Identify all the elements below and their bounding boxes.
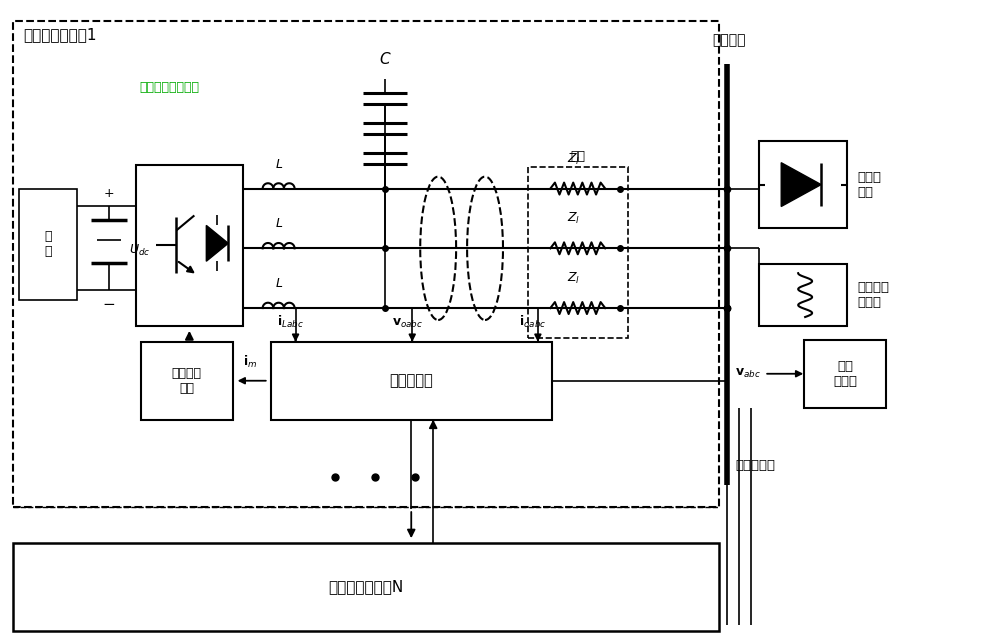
Text: $Z_l$: $Z_l$: [567, 152, 580, 167]
Text: 公共母线: 公共母线: [713, 33, 746, 47]
Text: $U_{dc}$: $U_{dc}$: [129, 242, 150, 258]
Text: $\mathbf{v}_{oabc}$: $\mathbf{v}_{oabc}$: [392, 317, 423, 330]
Text: 集中
控制器: 集中 控制器: [833, 360, 857, 388]
Text: +: +: [104, 186, 114, 200]
Bar: [528, 167, 628, 338]
Text: 馈线: 馈线: [570, 150, 585, 163]
Bar: [271, 342, 552, 420]
Text: 驱动保护
电路: 驱动保护 电路: [172, 367, 202, 395]
Bar: [19, 189, 77, 300]
Text: −: −: [103, 297, 115, 312]
Bar: [13, 543, 719, 630]
Text: $\mathbf{i}_{oabc}$: $\mathbf{i}_{oabc}$: [519, 314, 547, 330]
Bar: [759, 141, 847, 228]
Text: 低带宽通信: 低带宽通信: [735, 459, 775, 472]
Text: $Z_l$: $Z_l$: [567, 271, 580, 286]
Polygon shape: [206, 225, 228, 261]
Text: 分布式发电单元N: 分布式发电单元N: [329, 579, 404, 595]
Text: 非线性
负载: 非线性 负载: [857, 170, 881, 198]
Text: $\mathbf{v}_{abc}$: $\mathbf{v}_{abc}$: [735, 367, 761, 380]
Bar: [141, 342, 233, 420]
Text: $C$: $C$: [379, 51, 392, 67]
Text: $\mathbf{i}_{Labc}$: $\mathbf{i}_{Labc}$: [277, 314, 304, 330]
Bar: [136, 165, 243, 326]
Text: $L$: $L$: [275, 218, 283, 230]
Text: $L$: $L$: [275, 158, 283, 170]
Text: 三相全桥逆变电路: 三相全桥逆变电路: [139, 81, 199, 94]
Text: $\mathbf{i}_m$: $\mathbf{i}_m$: [243, 353, 257, 370]
Text: 本地控制器: 本地控制器: [389, 373, 433, 389]
Text: 三相不平
衡负载: 三相不平 衡负载: [857, 281, 889, 309]
Text: $L$: $L$: [275, 277, 283, 290]
Text: 微
源: 微 源: [45, 230, 52, 258]
Bar: [804, 340, 886, 408]
Polygon shape: [781, 163, 821, 207]
Bar: [13, 21, 719, 507]
Text: $Z_l$: $Z_l$: [567, 211, 580, 226]
Bar: [759, 264, 847, 326]
Text: 分布式发电单元1: 分布式发电单元1: [23, 27, 97, 42]
